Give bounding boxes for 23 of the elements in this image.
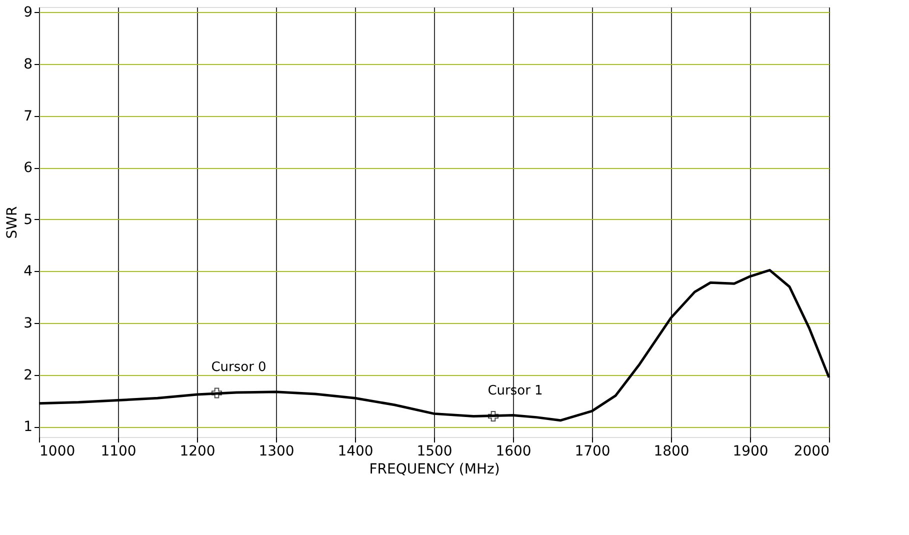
y-tick-label: 1 <box>24 419 32 436</box>
x-tick-label: 1400 <box>338 444 374 460</box>
x-tick-label: 1600 <box>496 444 532 460</box>
annotation: Cursor 0 <box>211 360 266 375</box>
x-tick-label: 2000 <box>794 444 830 460</box>
x-tick-label: 1300 <box>258 444 294 460</box>
x-tick-label: 1900 <box>732 444 768 460</box>
y-tick-label: 5 <box>24 212 32 228</box>
y-tick-label: 4 <box>24 264 33 280</box>
x-tick-label: 1500 <box>416 444 452 460</box>
y-tick-label: 7 <box>24 108 32 124</box>
x-axis-title: FREQUENCY (MHz) <box>369 462 500 478</box>
x-tick-label: 1000 <box>40 444 76 460</box>
x-tick-label: 1700 <box>574 444 610 460</box>
x-tick-label: 1100 <box>100 444 136 460</box>
y-axis-title: SWR <box>4 206 21 239</box>
y-tick-label: 9 <box>24 4 32 21</box>
x-tick-label: 1200 <box>180 444 216 460</box>
y-tick-label: 3 <box>24 316 32 332</box>
y-tick-label: 6 <box>24 160 33 176</box>
x-tick-label: 1800 <box>654 444 690 460</box>
y-tick-label: 2 <box>24 367 32 384</box>
y-tick-label: 8 <box>24 56 32 72</box>
